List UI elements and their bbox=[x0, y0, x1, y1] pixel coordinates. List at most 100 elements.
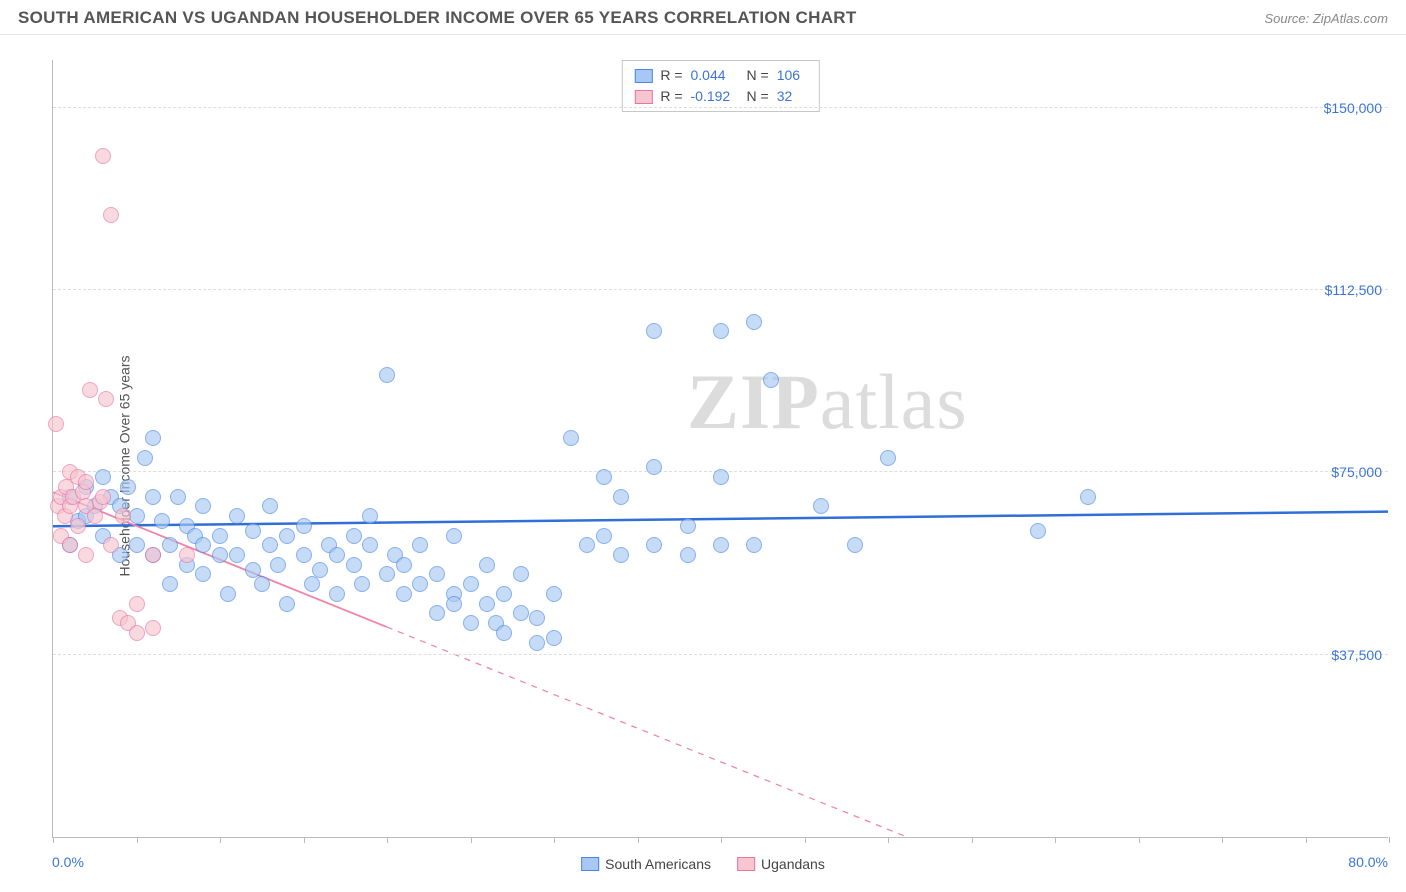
r-value: -0.192 bbox=[691, 86, 739, 107]
data-point bbox=[195, 566, 211, 582]
n-value: 32 bbox=[777, 86, 807, 107]
data-point bbox=[429, 566, 445, 582]
data-point bbox=[680, 518, 696, 534]
data-point bbox=[479, 596, 495, 612]
data-point bbox=[212, 547, 228, 563]
data-point bbox=[646, 459, 662, 475]
stats-row: R =0.044N =106 bbox=[634, 65, 806, 86]
data-point bbox=[346, 528, 362, 544]
legend-item: Ugandans bbox=[737, 856, 825, 872]
data-point bbox=[529, 610, 545, 626]
data-point bbox=[95, 148, 111, 164]
legend-swatch bbox=[634, 69, 652, 83]
y-tick-label: $75,000 bbox=[1331, 464, 1382, 480]
data-point bbox=[646, 537, 662, 553]
correlation-stats-box: R =0.044N =106R = -0.192 N = 32 bbox=[621, 60, 819, 112]
legend-swatch bbox=[581, 857, 599, 871]
data-point bbox=[513, 605, 529, 621]
data-point bbox=[346, 557, 362, 573]
data-point bbox=[880, 450, 896, 466]
data-point bbox=[680, 547, 696, 563]
data-point bbox=[713, 537, 729, 553]
data-point bbox=[262, 537, 278, 553]
data-point bbox=[129, 596, 145, 612]
data-point bbox=[279, 596, 295, 612]
y-tick-label: $37,500 bbox=[1331, 647, 1382, 663]
data-point bbox=[304, 576, 320, 592]
data-point bbox=[145, 489, 161, 505]
legend-item: South Americans bbox=[581, 856, 711, 872]
data-point bbox=[546, 630, 562, 646]
data-point bbox=[329, 547, 345, 563]
data-point bbox=[229, 508, 245, 524]
data-point bbox=[513, 566, 529, 582]
data-point bbox=[1030, 523, 1046, 539]
data-point bbox=[78, 474, 94, 490]
data-point bbox=[78, 547, 94, 563]
x-tick bbox=[471, 837, 472, 843]
n-label: N = bbox=[747, 86, 769, 107]
data-point bbox=[579, 537, 595, 553]
data-point bbox=[713, 323, 729, 339]
data-point bbox=[746, 537, 762, 553]
data-point bbox=[245, 562, 261, 578]
data-point bbox=[270, 557, 286, 573]
stats-row: R = -0.192 N = 32 bbox=[634, 86, 806, 107]
x-tick bbox=[387, 837, 388, 843]
x-tick bbox=[1222, 837, 1223, 843]
data-point bbox=[254, 576, 270, 592]
data-point bbox=[195, 498, 211, 514]
data-point bbox=[95, 469, 111, 485]
data-point bbox=[62, 537, 78, 553]
data-point bbox=[563, 430, 579, 446]
data-point bbox=[170, 489, 186, 505]
chart-container: Householder Income Over 65 years ZIPatla… bbox=[0, 40, 1406, 892]
x-tick bbox=[638, 837, 639, 843]
data-point bbox=[746, 314, 762, 330]
data-point bbox=[48, 416, 64, 432]
data-point bbox=[95, 489, 111, 505]
data-point bbox=[329, 586, 345, 602]
data-point bbox=[429, 605, 445, 621]
x-tick bbox=[888, 837, 889, 843]
chart-title: SOUTH AMERICAN VS UGANDAN HOUSEHOLDER IN… bbox=[18, 8, 857, 28]
n-label: N = bbox=[747, 65, 769, 86]
data-point bbox=[162, 537, 178, 553]
gridline-h bbox=[53, 107, 1388, 108]
x-tick bbox=[304, 837, 305, 843]
data-point bbox=[137, 450, 153, 466]
data-point bbox=[103, 537, 119, 553]
data-point bbox=[529, 635, 545, 651]
x-tick bbox=[1055, 837, 1056, 843]
x-tick bbox=[972, 837, 973, 843]
r-label: R = bbox=[660, 65, 682, 86]
trend-lines bbox=[53, 60, 1388, 837]
x-tick bbox=[554, 837, 555, 843]
data-point bbox=[496, 586, 512, 602]
data-point bbox=[446, 528, 462, 544]
x-tick bbox=[805, 837, 806, 843]
data-point bbox=[154, 513, 170, 529]
data-point bbox=[463, 615, 479, 631]
legend-swatch bbox=[737, 857, 755, 871]
data-point bbox=[463, 576, 479, 592]
x-tick bbox=[137, 837, 138, 843]
data-point bbox=[546, 586, 562, 602]
data-point bbox=[362, 508, 378, 524]
data-point bbox=[120, 479, 136, 495]
gridline-h bbox=[53, 289, 1388, 290]
data-point bbox=[129, 625, 145, 641]
data-point bbox=[412, 576, 428, 592]
data-point bbox=[82, 382, 98, 398]
data-point bbox=[596, 528, 612, 544]
r-label: R = bbox=[660, 86, 682, 107]
data-point bbox=[596, 469, 612, 485]
data-point bbox=[362, 537, 378, 553]
data-point bbox=[813, 498, 829, 514]
data-point bbox=[312, 562, 328, 578]
x-axis-min-label: 0.0% bbox=[52, 854, 84, 870]
data-point bbox=[145, 430, 161, 446]
data-point bbox=[613, 547, 629, 563]
data-point bbox=[98, 391, 114, 407]
data-point bbox=[195, 537, 211, 553]
